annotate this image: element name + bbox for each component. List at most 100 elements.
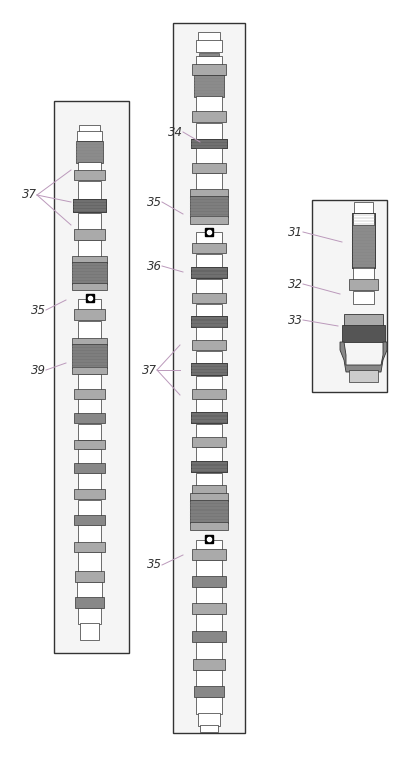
Bar — [200, 725, 218, 732]
Bar — [74, 170, 105, 180]
Bar — [78, 321, 101, 339]
Bar — [78, 424, 101, 440]
Bar — [190, 522, 228, 530]
Bar — [78, 399, 101, 414]
Bar — [353, 267, 374, 280]
Bar — [192, 576, 226, 587]
Bar — [78, 240, 101, 257]
Bar — [74, 515, 105, 525]
Bar — [352, 213, 375, 268]
Bar — [196, 376, 222, 390]
Text: 31: 31 — [288, 226, 303, 239]
Bar — [77, 131, 102, 141]
Bar — [192, 293, 226, 303]
Bar — [74, 542, 105, 552]
Bar — [76, 141, 103, 163]
Text: 35: 35 — [147, 195, 162, 208]
Bar — [198, 32, 220, 42]
Bar — [196, 279, 222, 294]
Bar — [78, 608, 101, 624]
Bar — [74, 389, 105, 399]
Bar — [190, 500, 228, 523]
Bar — [349, 370, 378, 382]
Bar — [192, 549, 226, 560]
Bar — [344, 314, 383, 326]
Bar — [72, 338, 107, 345]
Bar — [78, 525, 101, 543]
Bar — [196, 254, 222, 268]
Bar — [74, 489, 105, 499]
Bar — [196, 148, 222, 164]
Bar — [74, 309, 105, 320]
Bar — [78, 299, 101, 310]
Bar — [75, 597, 104, 608]
Text: 33: 33 — [288, 313, 303, 327]
Bar — [192, 243, 226, 253]
Text: 37: 37 — [22, 188, 37, 201]
Bar — [190, 189, 228, 197]
Bar — [191, 267, 227, 278]
Bar — [194, 686, 224, 697]
Bar — [78, 162, 101, 171]
Bar — [342, 325, 385, 342]
Text: 35: 35 — [147, 559, 162, 572]
Bar — [349, 279, 378, 290]
Bar — [196, 473, 222, 486]
Bar — [78, 213, 101, 230]
Bar — [78, 449, 101, 464]
Bar — [192, 437, 226, 447]
Bar — [74, 463, 105, 473]
Bar — [74, 229, 105, 240]
Bar — [194, 75, 224, 97]
Bar — [191, 139, 227, 148]
Bar — [193, 659, 225, 670]
Bar — [192, 111, 226, 122]
Text: 37: 37 — [142, 363, 157, 376]
Bar — [191, 412, 227, 423]
Bar — [72, 256, 107, 263]
Bar — [196, 399, 222, 413]
Bar — [173, 23, 245, 733]
Bar — [312, 200, 387, 392]
Bar — [78, 473, 101, 490]
Text: 32: 32 — [288, 277, 303, 290]
Bar — [72, 367, 107, 374]
Bar — [192, 64, 226, 75]
Bar — [191, 461, 227, 472]
Bar — [196, 424, 222, 438]
Bar — [192, 603, 226, 614]
Bar — [74, 413, 105, 423]
Bar — [54, 101, 129, 653]
Bar — [196, 560, 222, 577]
Text: 39: 39 — [31, 363, 46, 376]
Bar — [72, 344, 107, 368]
Bar — [192, 389, 226, 399]
Bar — [196, 232, 222, 244]
Bar — [196, 540, 222, 550]
Bar — [78, 552, 101, 572]
Bar — [72, 283, 107, 290]
Bar — [192, 631, 226, 642]
Bar — [191, 363, 227, 375]
Text: 34: 34 — [168, 125, 183, 138]
Bar — [73, 199, 106, 212]
Bar — [73, 199, 106, 212]
Bar — [79, 125, 100, 133]
Bar — [192, 340, 226, 350]
Bar — [199, 53, 219, 57]
Bar — [191, 363, 227, 375]
Bar — [196, 351, 222, 364]
Bar — [354, 202, 373, 214]
Bar — [191, 412, 227, 423]
Bar — [196, 123, 222, 140]
Bar — [196, 447, 222, 462]
Bar — [80, 623, 99, 640]
Bar — [353, 291, 374, 304]
Bar — [352, 213, 375, 268]
Bar — [191, 139, 227, 148]
Bar — [191, 267, 227, 278]
Bar — [196, 56, 222, 65]
Bar — [75, 571, 104, 582]
Bar — [191, 316, 227, 327]
Bar — [196, 642, 222, 660]
